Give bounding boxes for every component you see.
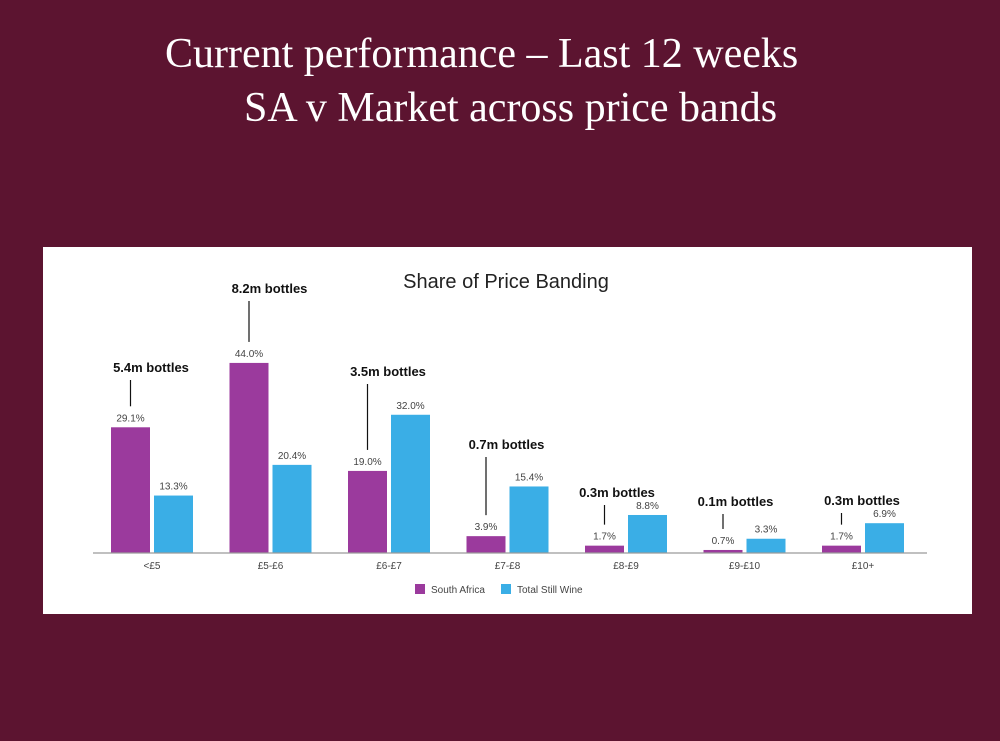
bottles-annotation: 0.3m bottles xyxy=(579,485,655,500)
bar-south-africa xyxy=(229,362,269,553)
bar-south-africa xyxy=(348,470,387,553)
x-tick-label: £9-£10 xyxy=(729,561,761,572)
x-tick-label: £7-£8 xyxy=(495,561,521,572)
bottles-annotation: 0.1m bottles xyxy=(698,494,774,509)
bar-value-label: 20.4% xyxy=(278,451,306,462)
bar-south-africa xyxy=(822,545,861,553)
bottles-annotation: 5.4m bottles xyxy=(113,360,189,375)
bar-total-still-wine xyxy=(628,514,667,553)
bottles-annotation: 8.2m bottles xyxy=(232,281,308,296)
bar-value-label: 29.1% xyxy=(116,413,144,424)
bar-value-label: 3.9% xyxy=(475,522,498,533)
bar-chart: Share of Price Banding 29.1% 13.3% <£5 5.4m… xyxy=(93,271,927,596)
bar-total-still-wine xyxy=(391,414,430,553)
x-tick-label: £6-£7 xyxy=(376,561,402,572)
bar-total-still-wine xyxy=(272,464,312,553)
bar-value-label: 0.7% xyxy=(712,536,735,547)
bar-value-label: 13.3% xyxy=(159,482,187,493)
bar-value-label: 1.7% xyxy=(593,532,616,543)
bar-value-label: 1.7% xyxy=(830,532,853,543)
bar-south-africa xyxy=(111,427,150,553)
bottles-annotation: 3.5m bottles xyxy=(350,364,426,379)
bar-value-label: 32.0% xyxy=(396,401,424,412)
chart-title: Share of Price Banding xyxy=(403,271,609,293)
bar-value-label: 6.9% xyxy=(873,509,896,520)
legend: South Africa Total Still Wine xyxy=(415,584,583,596)
bar-value-label: 44.0% xyxy=(235,349,263,360)
slide-title-line-2: SA v Market across price bands xyxy=(244,85,778,131)
bar-total-still-wine xyxy=(746,538,786,553)
x-tick-label: £10+ xyxy=(852,561,875,572)
chart-panel: Share of Price Banding 29.1% 13.3% <£5 5.4m… xyxy=(43,247,972,614)
bar-total-still-wine xyxy=(509,486,549,553)
legend-label: Total Still Wine xyxy=(517,585,583,596)
bar-total-still-wine xyxy=(865,523,904,553)
bar-value-label: 3.3% xyxy=(755,525,778,536)
bar-total-still-wine xyxy=(154,495,193,553)
bar-south-africa xyxy=(703,549,743,553)
legend-swatch-south-africa xyxy=(415,584,425,594)
x-tick-label: £8-£9 xyxy=(613,561,639,572)
x-tick-label: £5-£6 xyxy=(258,561,284,572)
bar-value-label: 8.8% xyxy=(636,501,659,512)
bar-value-label: 19.0% xyxy=(353,457,381,468)
legend-label: South Africa xyxy=(431,585,485,596)
x-tick-label: <£5 xyxy=(144,561,161,572)
slide-title-line-1: Current performance – Last 12 weeks xyxy=(165,31,799,77)
bottles-annotation: 0.7m bottles xyxy=(469,437,545,452)
bar-value-label: 15.4% xyxy=(515,472,543,483)
legend-swatch-total-still-wine xyxy=(501,584,511,594)
bottles-annotation: 0.3m bottles xyxy=(824,493,900,508)
bar-south-africa xyxy=(585,545,624,553)
bar-south-africa xyxy=(466,536,506,553)
